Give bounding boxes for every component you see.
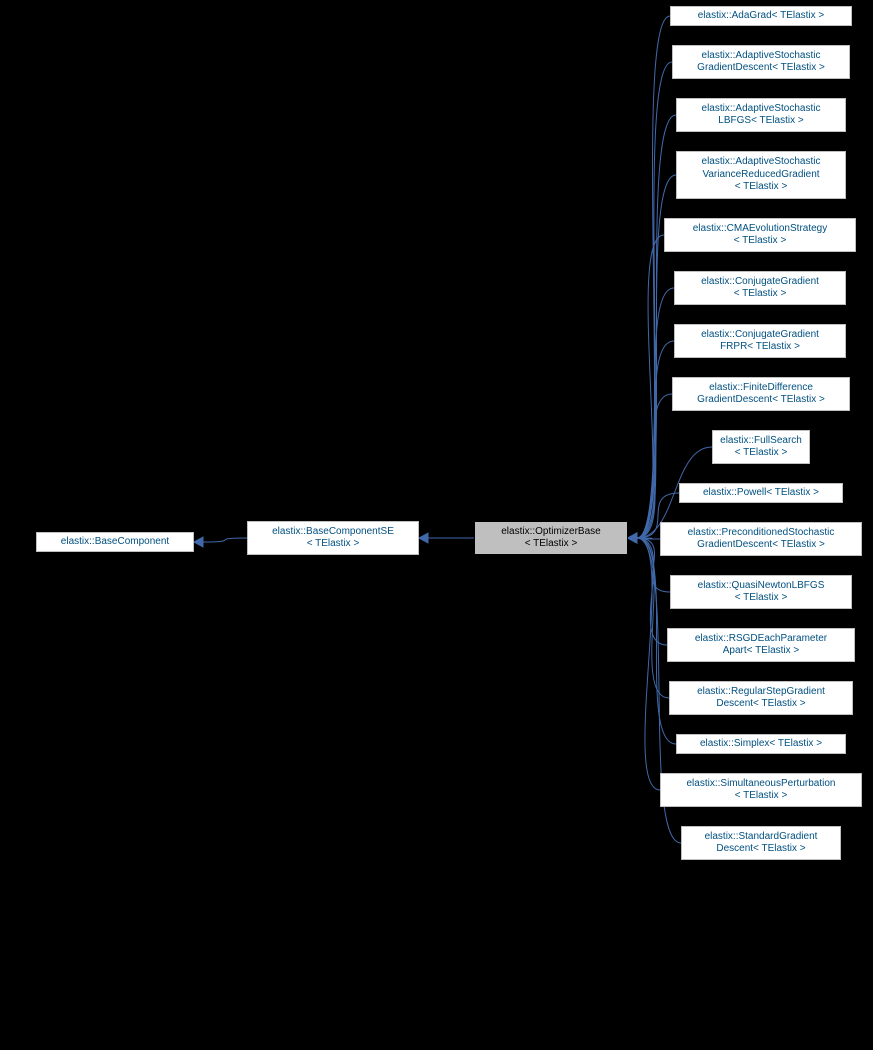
class-node-label: elastix::FiniteDifference: [709, 382, 813, 395]
class-node-label: elastix::BaseComponentSE: [272, 526, 394, 539]
class-node[interactable]: elastix::AdaptiveStochasticLBFGS< TElast…: [676, 98, 846, 132]
class-node-label: elastix::ConjugateGradient: [701, 276, 819, 289]
class-node-label: elastix::CMAEvolutionStrategy: [693, 223, 828, 236]
class-node[interactable]: elastix::Simplex< TElastix >: [676, 734, 846, 754]
class-node-label: elastix::Powell< TElastix >: [703, 487, 819, 500]
class-node-label: elastix::AdaptiveStochastic: [702, 103, 821, 116]
class-node-label: GradientDescent< TElastix >: [697, 394, 825, 407]
class-node-label: elastix::OptimizerBase: [501, 526, 600, 539]
class-node-label: < TElastix >: [735, 592, 788, 605]
class-node[interactable]: elastix::ConjugateGradient< TElastix >: [674, 271, 846, 305]
class-node-label: elastix::RegularStepGradient: [697, 686, 825, 699]
class-node-label: elastix::PreconditionedStochastic: [688, 527, 835, 540]
class-node-label: elastix::StandardGradient: [705, 831, 818, 844]
class-node-label: < TElastix >: [525, 538, 578, 551]
class-node[interactable]: elastix::FullSearch< TElastix >: [712, 430, 810, 464]
class-node-label: elastix::QuasiNewtonLBFGS: [698, 580, 825, 593]
class-node[interactable]: elastix::RegularStepGradientDescent< TEl…: [669, 681, 853, 715]
class-node[interactable]: elastix::AdaptiveStochasticVarianceReduc…: [676, 151, 846, 199]
class-node-label: < TElastix >: [735, 447, 788, 460]
class-node[interactable]: elastix::Powell< TElastix >: [679, 483, 843, 503]
class-node[interactable]: elastix::RSGDEachParameterApart< TElasti…: [667, 628, 855, 662]
class-node-label: elastix::AdaptiveStochastic: [702, 156, 821, 169]
class-node-label: elastix::BaseComponent: [61, 536, 169, 549]
class-node-label: < TElastix >: [734, 288, 787, 301]
class-node[interactable]: elastix::ConjugateGradientFRPR< TElastix…: [674, 324, 846, 358]
class-node-label: GradientDescent< TElastix >: [697, 62, 825, 75]
class-node[interactable]: elastix::SimultaneousPerturbation< TElas…: [660, 773, 862, 807]
class-node[interactable]: elastix::OptimizerBase< TElastix >: [474, 521, 628, 555]
class-node-label: < TElastix >: [735, 790, 788, 803]
class-node[interactable]: elastix::StandardGradientDescent< TElast…: [681, 826, 841, 860]
class-node[interactable]: elastix::FiniteDifferenceGradientDescent…: [672, 377, 850, 411]
class-node-label: elastix::FullSearch: [720, 435, 802, 448]
class-node-label: < TElastix >: [307, 538, 360, 551]
class-node-label: Descent< TElastix >: [716, 843, 805, 856]
class-node-label: elastix::RSGDEachParameter: [695, 633, 827, 646]
class-node[interactable]: elastix::AdaptiveStochasticGradientDesce…: [672, 45, 850, 79]
inheritance-diagram: elastix::BaseComponent elastix::BaseCompo…: [0, 0, 873, 1050]
class-node-label: VarianceReducedGradient: [702, 169, 819, 182]
class-node-label: elastix::ConjugateGradient: [701, 329, 819, 342]
class-node[interactable]: elastix::BaseComponentSE< TElastix >: [247, 521, 419, 555]
class-node-label: Apart< TElastix >: [723, 645, 800, 658]
class-node-label: elastix::AdaptiveStochastic: [702, 50, 821, 63]
class-node-label: elastix::Simplex< TElastix >: [700, 738, 822, 751]
class-node-label: Descent< TElastix >: [716, 698, 805, 711]
class-node-label: < TElastix >: [734, 235, 787, 248]
class-node-label: GradientDescent< TElastix >: [697, 539, 825, 552]
class-node[interactable]: elastix::CMAEvolutionStrategy< TElastix …: [664, 218, 856, 252]
class-node[interactable]: elastix::BaseComponent: [36, 532, 194, 552]
class-node-label: elastix::SimultaneousPerturbation: [687, 778, 836, 791]
class-node-label: < TElastix >: [735, 181, 788, 194]
class-node[interactable]: elastix::QuasiNewtonLBFGS< TElastix >: [670, 575, 852, 609]
class-node-label: FRPR< TElastix >: [720, 341, 800, 354]
class-node[interactable]: elastix::AdaGrad< TElastix >: [670, 6, 852, 26]
class-node-label: elastix::AdaGrad< TElastix >: [698, 10, 825, 23]
class-node-label: LBFGS< TElastix >: [718, 115, 803, 128]
class-node[interactable]: elastix::PreconditionedStochasticGradien…: [660, 522, 862, 556]
